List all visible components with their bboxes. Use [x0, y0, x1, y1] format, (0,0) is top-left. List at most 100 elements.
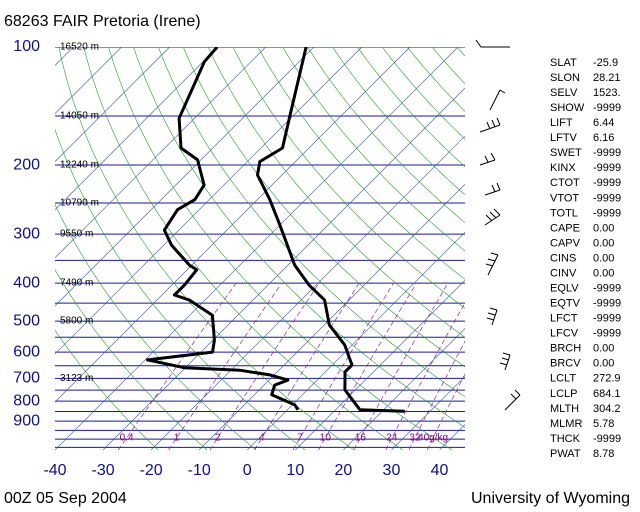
index-value: -9999	[593, 162, 621, 174]
wind-barb	[484, 182, 501, 196]
mixing-ratio-line	[318, 283, 417, 450]
index-name: CINS	[550, 252, 576, 264]
index-value: 6.44	[593, 117, 614, 129]
profile-line	[146, 47, 300, 411]
wind-barb	[489, 89, 506, 111]
y-tick-label: 500	[13, 312, 40, 329]
isotherm	[198, 183, 465, 450]
wind-barb	[499, 352, 511, 371]
height-label: 5800 m	[60, 316, 93, 327]
mixing-ratio-line	[209, 283, 319, 450]
height-label: 3123 m	[60, 373, 93, 384]
wind-barbs	[475, 39, 521, 411]
index-name: THCK	[550, 433, 581, 445]
wind-barb	[475, 39, 510, 48]
index-name: PWAT	[550, 448, 581, 460]
index-value: -25.9	[593, 57, 618, 69]
indices-table: SLAT -25.9 SLON 28.21 SELV 1523. SHOW -9999 LIFT…	[550, 57, 621, 460]
index-value: -9999	[593, 207, 621, 219]
isotherm	[55, 47, 170, 163]
index-value: 0.00	[593, 252, 614, 264]
mixing-ratio-label: 24	[386, 433, 398, 444]
dry-adiabat	[55, 128, 306, 450]
height-label: 7490 m	[60, 278, 93, 289]
isotherm	[55, 47, 315, 307]
dry-adiabat	[332, 47, 465, 196]
mixing-ratio-label: 32	[409, 433, 421, 444]
mixing-ratio-label: 2	[215, 433, 221, 444]
y-tick-label: 600	[13, 343, 40, 360]
mixing-ratio-line	[292, 283, 394, 450]
x-tick-label: -10	[188, 462, 211, 479]
index-value: -9999	[593, 192, 621, 204]
index-value: -9999	[593, 298, 621, 310]
index-value: 28.21	[593, 72, 621, 84]
isotherm	[150, 135, 465, 450]
index-name: SELV	[550, 87, 578, 99]
mixing-ratio-label: 7	[297, 433, 303, 444]
index-name: SWET	[550, 147, 582, 159]
isotherm	[0, 47, 25, 450]
dry-adiabat	[108, 47, 453, 450]
isotherm	[102, 87, 465, 450]
index-name: SLAT	[550, 57, 577, 69]
index-value: 1523.	[593, 87, 621, 99]
mixing-ratio-line	[426, 373, 465, 450]
dry-adiabat	[382, 47, 465, 140]
x-tick-label: 0	[243, 462, 252, 479]
wind-barb	[486, 307, 498, 326]
footer-left: 00Z 05 Sep 2004	[4, 490, 127, 507]
index-name: LCLT	[550, 373, 576, 385]
index-value: 0.00	[593, 358, 614, 370]
isotherm	[55, 47, 411, 403]
index-value: 684.1	[593, 388, 621, 400]
height-label: 9550 m	[60, 229, 93, 240]
index-name: CTOT	[550, 177, 580, 189]
chart-title: 68263 FAIR Pretoria (Irene)	[4, 13, 201, 30]
plot-area	[0, 47, 640, 450]
y-tick-label: 400	[13, 274, 40, 291]
index-value: -9999	[593, 102, 621, 114]
index-name: LCLP	[550, 388, 578, 400]
index-value: 0.00	[593, 222, 614, 234]
height-label: 16520 m	[60, 42, 99, 53]
dry-adiabat	[182, 47, 465, 368]
mixing-ratio-label: 16	[355, 433, 367, 444]
wind-barb	[484, 208, 501, 226]
mixing-ratio-label: 0.4	[120, 433, 134, 444]
dry-adiabat	[55, 269, 208, 450]
x-tick-label: 40	[431, 462, 449, 479]
wind-barb	[479, 117, 501, 133]
index-value: 0.00	[593, 267, 614, 279]
isotherm	[55, 47, 74, 66]
index-name: CINV	[550, 267, 577, 279]
index-value: 8.78	[593, 448, 614, 460]
index-value: 0.00	[593, 237, 614, 249]
index-name: KINX	[550, 162, 576, 174]
index-value: -9999	[593, 433, 621, 445]
height-label: 10790 m	[60, 198, 99, 209]
dry-adiabat	[532, 47, 640, 450]
index-value: -9999	[593, 313, 621, 325]
mixing-ratio-label: 4	[259, 433, 265, 444]
isotherm	[247, 231, 465, 450]
y-tick-label: 900	[13, 412, 40, 429]
y-tick-label: 300	[13, 225, 40, 242]
x-tick-label: -30	[92, 462, 115, 479]
index-value: -9999	[593, 177, 621, 189]
index-name: SHOW	[550, 102, 585, 114]
index-name: EQTV	[550, 298, 581, 310]
index-value: 272.9	[593, 373, 621, 385]
index-name: LFCT	[550, 313, 578, 325]
index-name: CAPV	[550, 237, 581, 249]
wind-barb	[504, 389, 521, 411]
y-tick-label: 100	[13, 38, 40, 55]
dry-adiabat	[232, 47, 465, 309]
index-value: 304.2	[593, 403, 621, 415]
isotherm	[295, 279, 465, 450]
index-name: BRCV	[550, 358, 581, 370]
mixing-ratio-label: 40g/kg	[418, 433, 448, 444]
index-value: -9999	[593, 282, 621, 294]
